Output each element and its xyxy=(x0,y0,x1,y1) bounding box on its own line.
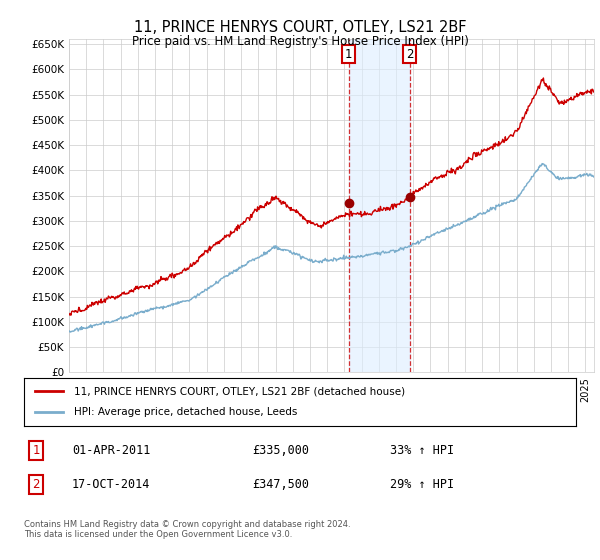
Text: 33% ↑ HPI: 33% ↑ HPI xyxy=(390,444,454,458)
Text: 17-OCT-2014: 17-OCT-2014 xyxy=(72,478,151,491)
Text: £347,500: £347,500 xyxy=(252,478,309,491)
Bar xyxy=(349,39,410,372)
Text: 1: 1 xyxy=(345,48,352,60)
Text: 01-APR-2011: 01-APR-2011 xyxy=(72,444,151,458)
Text: 2: 2 xyxy=(32,478,40,491)
Text: £335,000: £335,000 xyxy=(252,444,309,458)
Text: 1: 1 xyxy=(32,444,40,458)
Text: 11, PRINCE HENRYS COURT, OTLEY, LS21 2BF: 11, PRINCE HENRYS COURT, OTLEY, LS21 2BF xyxy=(134,20,466,35)
Text: 2: 2 xyxy=(406,48,413,60)
Text: Price paid vs. HM Land Registry's House Price Index (HPI): Price paid vs. HM Land Registry's House … xyxy=(131,35,469,48)
Text: Contains HM Land Registry data © Crown copyright and database right 2024.
This d: Contains HM Land Registry data © Crown c… xyxy=(24,520,350,539)
Text: 29% ↑ HPI: 29% ↑ HPI xyxy=(390,478,454,491)
Text: 11, PRINCE HENRYS COURT, OTLEY, LS21 2BF (detached house): 11, PRINCE HENRYS COURT, OTLEY, LS21 2BF… xyxy=(74,386,405,396)
Text: HPI: Average price, detached house, Leeds: HPI: Average price, detached house, Leed… xyxy=(74,407,297,417)
